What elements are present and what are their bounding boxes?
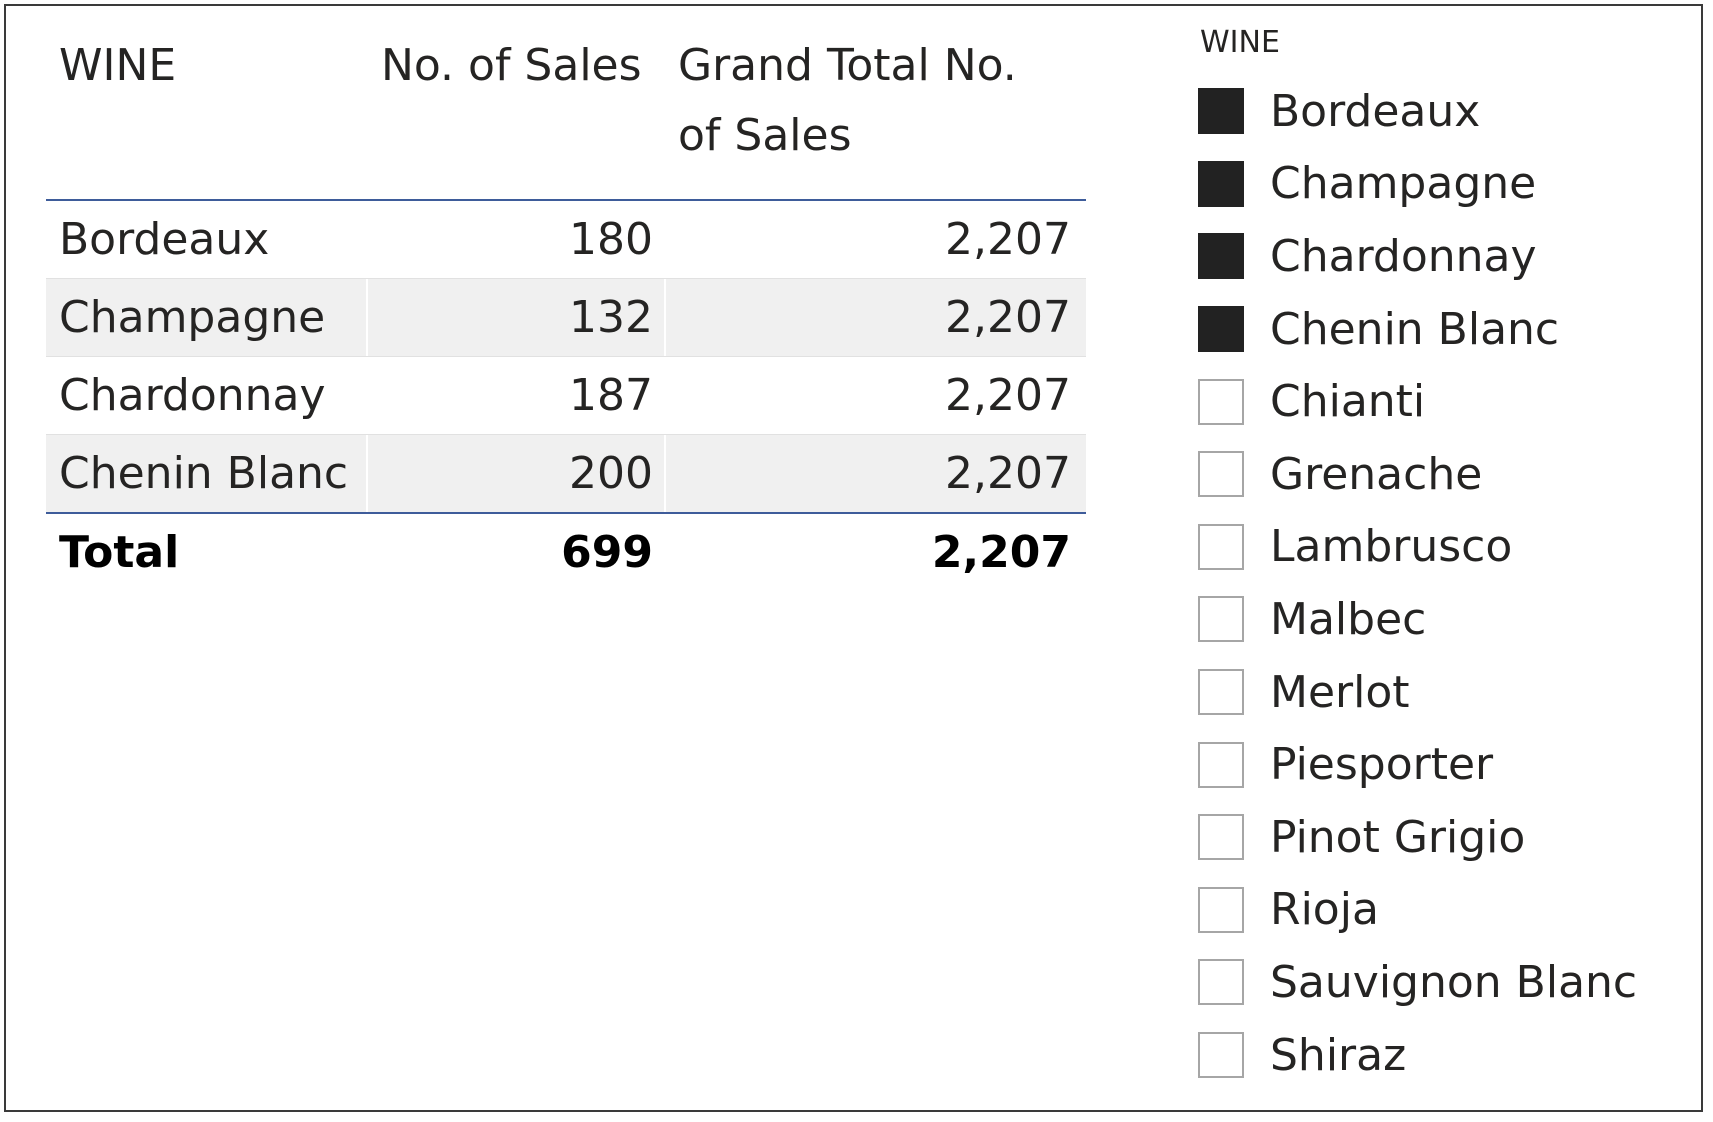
- column-separator: [366, 279, 368, 356]
- column-separator: [366, 435, 368, 512]
- cell-wine: Champagne: [59, 292, 326, 343]
- table-row[interactable]: Champagne 132 2,207: [46, 279, 1086, 357]
- slicer-item[interactable]: Grenache: [1198, 438, 1698, 511]
- slicer-item-label: Bordeaux: [1270, 85, 1481, 137]
- cell-wine: Bordeaux: [59, 214, 270, 265]
- cell-wine: Chenin Blanc: [59, 448, 349, 499]
- column-separator: [366, 357, 368, 434]
- slicer-item[interactable]: Champagne: [1198, 148, 1698, 221]
- slicer-item[interactable]: Rioja: [1198, 874, 1698, 947]
- slicer-item-label: Chenin Blanc: [1270, 303, 1560, 355]
- total-label: Total: [59, 527, 180, 578]
- slicer-item-label: Chardonnay: [1270, 230, 1537, 282]
- slicer-item[interactable]: Shiraz: [1198, 1019, 1698, 1092]
- checkbox-checked-icon[interactable]: [1198, 306, 1244, 353]
- slicer-item-label: Sauvignon Blanc: [1270, 956, 1638, 1008]
- checkbox-unchecked-icon[interactable]: [1198, 378, 1244, 425]
- column-separator: [366, 201, 368, 278]
- column-header-grand-total-line1: Grand Total No.: [678, 40, 1017, 91]
- slicer-item-label: Grenache: [1270, 448, 1483, 500]
- slicer-item[interactable]: Bordeaux: [1198, 75, 1698, 148]
- slicer-item[interactable]: Chardonnay: [1198, 220, 1698, 293]
- column-separator: [664, 201, 666, 278]
- slicer-item[interactable]: Merlot: [1198, 656, 1698, 729]
- column-header-grand-total[interactable]: Grand Total No. of Sales: [678, 31, 1078, 171]
- table-row[interactable]: Bordeaux 180 2,207: [46, 201, 1086, 279]
- column-separator: [664, 279, 666, 356]
- slicer-item[interactable]: Chenin Blanc: [1198, 293, 1698, 366]
- checkbox-checked-icon[interactable]: [1198, 233, 1244, 280]
- column-separator: [664, 435, 666, 512]
- slicer-item-label: Malbec: [1270, 593, 1427, 645]
- slicer-item-label: Chianti: [1270, 376, 1426, 428]
- cell-grand-total: 2,207: [945, 370, 1071, 421]
- table-row[interactable]: Chardonnay 187 2,207: [46, 357, 1086, 435]
- table-body: Bordeaux 180 2,207 Champagne 132 2,207 C…: [46, 201, 1086, 514]
- checkbox-unchecked-icon[interactable]: [1198, 741, 1244, 788]
- cell-grand-total: 2,207: [945, 448, 1071, 499]
- checkbox-unchecked-icon[interactable]: [1198, 814, 1244, 861]
- checkbox-unchecked-icon[interactable]: [1198, 523, 1244, 570]
- slicer-item[interactable]: Malbec: [1198, 583, 1698, 656]
- table-total-row: Total 699 2,207: [46, 514, 1086, 594]
- checkbox-checked-icon[interactable]: [1198, 88, 1244, 135]
- cell-no-of-sales: 132: [569, 292, 653, 343]
- column-separator: [664, 357, 666, 434]
- report-canvas: WINE No. of Sales Grand Total No. of Sal…: [4, 4, 1703, 1112]
- slicer-title: WINE: [1200, 25, 1280, 60]
- cell-grand-total: 2,207: [945, 292, 1071, 343]
- checkbox-unchecked-icon[interactable]: [1198, 959, 1244, 1006]
- total-grand-total: 2,207: [931, 527, 1071, 578]
- slicer-list: Bordeaux Champagne Chardonnay Chenin Blanc C…: [1198, 75, 1698, 1091]
- slicer-item-label: Lambrusco: [1270, 521, 1513, 573]
- checkbox-unchecked-icon[interactable]: [1198, 886, 1244, 933]
- total-no-of-sales: 699: [561, 527, 653, 578]
- slicer-item[interactable]: Chianti: [1198, 365, 1698, 438]
- cell-grand-total: 2,207: [945, 214, 1071, 265]
- column-header-grand-total-line2: of Sales: [678, 110, 852, 161]
- checkbox-unchecked-icon[interactable]: [1198, 451, 1244, 498]
- slicer-item-label: Piesporter: [1270, 739, 1494, 791]
- column-header-wine[interactable]: WINE: [59, 40, 177, 91]
- slicer-item[interactable]: Lambrusco: [1198, 511, 1698, 584]
- cell-no-of-sales: 180: [569, 214, 653, 265]
- slicer-item-label: Rioja: [1270, 884, 1379, 936]
- cell-no-of-sales: 187: [569, 370, 653, 421]
- slicer-item-label: Champagne: [1270, 158, 1537, 210]
- checkbox-unchecked-icon[interactable]: [1198, 669, 1244, 716]
- column-header-no-of-sales[interactable]: No. of Sales: [381, 40, 642, 91]
- wine-slicer: WINE Bordeaux Champagne Chardonnay Chenin B…: [1198, 24, 1698, 1091]
- table-row[interactable]: Chenin Blanc 200 2,207: [46, 435, 1086, 512]
- slicer-item-label: Merlot: [1270, 666, 1410, 718]
- checkbox-unchecked-icon[interactable]: [1198, 1032, 1244, 1079]
- cell-wine: Chardonnay: [59, 370, 326, 421]
- slicer-item-label: Shiraz: [1270, 1029, 1407, 1081]
- wine-sales-table: WINE No. of Sales Grand Total No. of Sal…: [46, 31, 1086, 594]
- cell-no-of-sales: 200: [569, 448, 653, 499]
- slicer-item[interactable]: Sauvignon Blanc: [1198, 946, 1698, 1019]
- checkbox-checked-icon[interactable]: [1198, 160, 1244, 207]
- table-header: WINE No. of Sales Grand Total No. of Sal…: [46, 31, 1086, 201]
- slicer-item-label: Pinot Grigio: [1270, 811, 1526, 863]
- slicer-item[interactable]: Piesporter: [1198, 728, 1698, 801]
- checkbox-unchecked-icon[interactable]: [1198, 596, 1244, 643]
- slicer-item[interactable]: Pinot Grigio: [1198, 801, 1698, 874]
